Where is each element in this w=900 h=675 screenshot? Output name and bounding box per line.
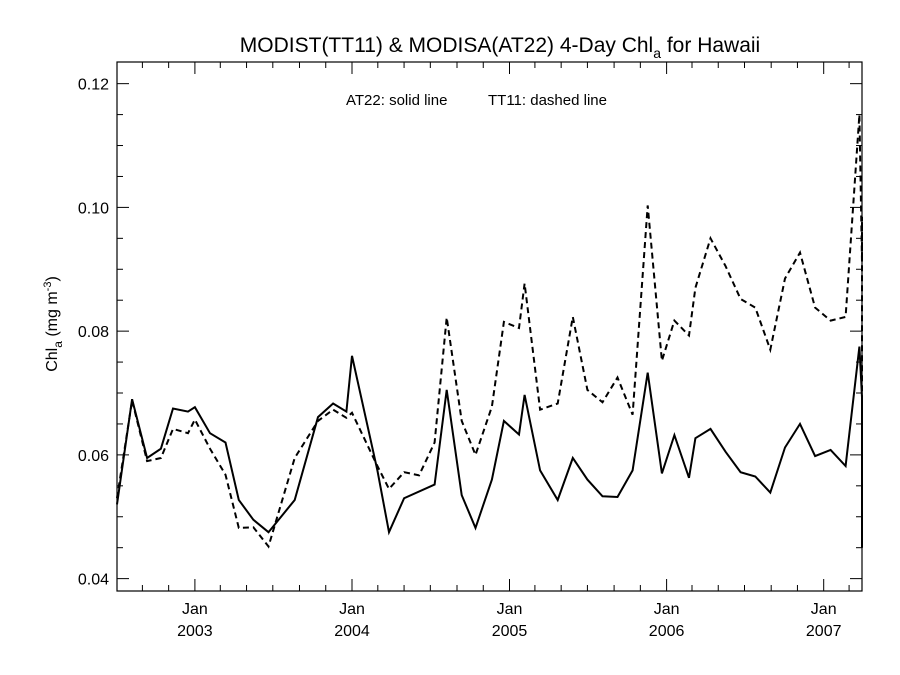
chart-title-main: MODIST(TT11) & MODISA(AT22) 4-Day Chl bbox=[240, 34, 653, 57]
legend-annotation: AT22: solid line TT11: dashed line bbox=[346, 92, 607, 109]
chart-title: MODIST(TT11) & MODISA(AT22) 4-Day Chla f… bbox=[240, 34, 760, 61]
y-axis-label-end: ) bbox=[44, 276, 61, 281]
x-tick-label-year: 2004 bbox=[334, 623, 370, 640]
y-axis-label-subscript: a bbox=[51, 341, 65, 348]
annotation-solid-line: AT22: solid line bbox=[346, 92, 447, 109]
axis-ticks bbox=[117, 62, 862, 591]
chart-title-subscript: a bbox=[653, 45, 661, 61]
series-layer bbox=[116, 114, 863, 549]
series-line-tt11 bbox=[116, 114, 863, 549]
x-tick-labels: Jan 2003 Jan 2004 Jan 2005 Jan 2006 Jan 2007 bbox=[177, 601, 841, 640]
annotation-dashed-line: TT11: dashed line bbox=[488, 92, 607, 109]
y-tick-label: 0.10 bbox=[78, 200, 109, 217]
series-line-at22 bbox=[116, 346, 863, 548]
x-tick-label-month: Jan bbox=[497, 601, 523, 618]
y-tick-label: 0.12 bbox=[78, 77, 109, 94]
y-tick-label: 0.04 bbox=[78, 572, 109, 589]
y-axis-label: Chla (mg m-3) bbox=[42, 276, 65, 372]
x-tick-label-month: Jan bbox=[339, 601, 365, 618]
y-tick-labels: 0.04 0.06 0.08 0.10 0.12 bbox=[78, 77, 109, 589]
plot-frame bbox=[116, 61, 863, 592]
x-tick-label-year: 2006 bbox=[649, 623, 685, 640]
chart-title-tail: for Hawaii bbox=[661, 34, 760, 57]
y-axis-label-main: Chl bbox=[44, 348, 61, 372]
x-tick-label-year: 2007 bbox=[806, 623, 842, 640]
y-tick-label: 0.06 bbox=[78, 448, 109, 465]
x-tick-label-month: Jan bbox=[182, 601, 208, 618]
y-axis-label-mid: (mg m bbox=[44, 291, 61, 341]
x-tick-label-year: 2005 bbox=[492, 623, 528, 640]
y-axis-label-superscript: -3 bbox=[42, 282, 54, 292]
x-tick-label-year: 2003 bbox=[177, 623, 213, 640]
x-tick-label-month: Jan bbox=[654, 601, 680, 618]
x-tick-label-month: Jan bbox=[811, 601, 837, 618]
y-tick-label: 0.08 bbox=[78, 324, 109, 341]
